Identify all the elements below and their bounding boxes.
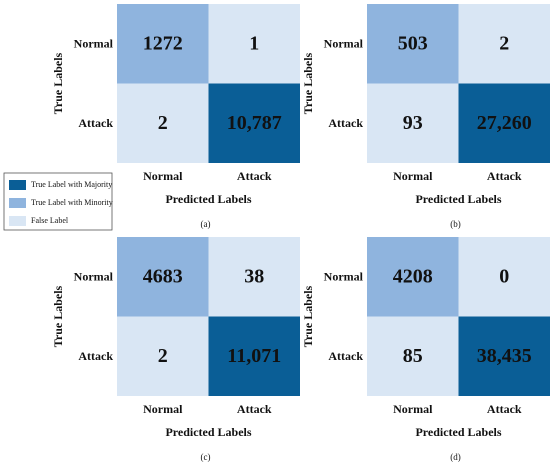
cell-value: 10,787 — [227, 112, 282, 134]
cell-value: 93 — [403, 112, 423, 134]
matrix-cell — [117, 316, 209, 396]
cell-value: 11,071 — [227, 345, 281, 367]
matrix-cell — [367, 83, 459, 163]
matrix-cell — [208, 83, 300, 163]
x-tick-label: Normal — [393, 402, 433, 416]
cell-value: 27,260 — [477, 112, 532, 134]
matrix-cell — [117, 83, 209, 163]
cell-value: 4208 — [393, 265, 433, 287]
caption: (d) — [450, 452, 461, 462]
cell-value: 2 — [499, 32, 509, 54]
legend-swatch — [9, 216, 26, 226]
y-tick-label: Normal — [324, 270, 364, 284]
matrix-cell — [367, 4, 459, 84]
cell-value: 503 — [398, 32, 428, 54]
y-tick-label: Attack — [328, 349, 363, 363]
x-tick-label: Attack — [237, 169, 272, 183]
matrix-cell — [208, 316, 300, 396]
matrix-cell — [458, 83, 550, 163]
y-tick-label: Normal — [74, 270, 114, 284]
x-tick-label: Attack — [237, 402, 272, 416]
x-axis-label: Predicted Labels — [415, 192, 501, 206]
y-tick-label: Normal — [324, 37, 364, 51]
cell-value: 38 — [244, 265, 264, 287]
x-axis-label: Predicted Labels — [415, 425, 501, 439]
matrix-cell — [367, 237, 459, 317]
cell-value: 1 — [249, 32, 259, 54]
x-tick-label: Normal — [393, 169, 433, 183]
x-tick-label: Normal — [143, 402, 183, 416]
legend-label: False Label — [31, 216, 69, 225]
x-tick-label: Normal — [143, 169, 183, 183]
y-axis-label: True Labels — [301, 52, 315, 114]
caption: (a) — [201, 219, 211, 229]
matrix-cell — [117, 237, 209, 317]
x-axis-label: Predicted Labels — [165, 425, 251, 439]
matrix-cell — [367, 316, 459, 396]
cell-value: 4683 — [143, 265, 183, 287]
y-axis-label: True Labels — [301, 285, 315, 347]
y-tick-label: Normal — [74, 37, 114, 51]
y-axis-label: True Labels — [51, 285, 65, 347]
caption: (c) — [201, 452, 211, 462]
y-tick-label: Attack — [328, 116, 363, 130]
legend-swatch — [9, 198, 26, 208]
y-tick-label: Attack — [78, 349, 113, 363]
cell-value: 2 — [158, 112, 168, 134]
legend-label: True Label with Majority — [31, 180, 112, 189]
y-axis-label: True Labels — [51, 52, 65, 114]
matrix-cell — [117, 4, 209, 84]
x-tick-label: Attack — [487, 169, 522, 183]
caption: (b) — [450, 219, 461, 229]
matrix-cell — [208, 237, 300, 317]
cell-value: 1272 — [143, 32, 183, 54]
cell-value: 85 — [403, 345, 423, 367]
matrix-cell — [208, 4, 300, 84]
x-axis-label: Predicted Labels — [165, 192, 251, 206]
cell-value: 38,435 — [477, 345, 532, 367]
cell-value: 0 — [499, 265, 509, 287]
matrix-cell — [458, 4, 550, 84]
legend-swatch — [9, 180, 26, 190]
matrix-cell — [458, 237, 550, 317]
matrix-cell — [458, 316, 550, 396]
legend-label: True Label with Minority — [31, 198, 113, 207]
y-tick-label: Attack — [78, 116, 113, 130]
x-tick-label: Attack — [487, 402, 522, 416]
cell-value: 2 — [158, 345, 168, 367]
